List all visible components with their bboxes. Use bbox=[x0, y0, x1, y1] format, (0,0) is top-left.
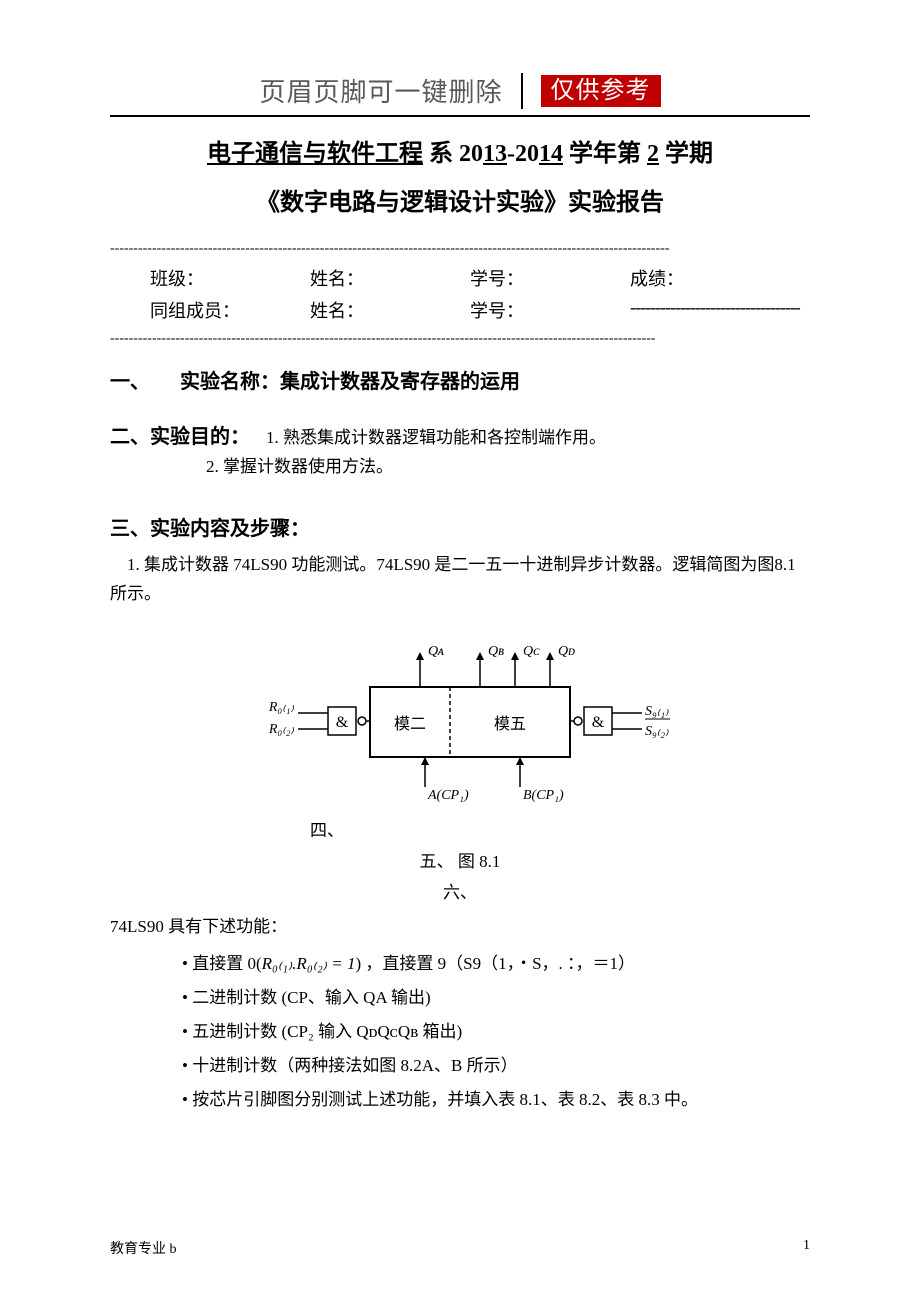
bullets: • 直接置 0(R₀₍₁₎.R₀₍₂₎ = 1) ，直接置 9（S9（1，・S，… bbox=[182, 947, 810, 1117]
qb: Qʙ bbox=[488, 644, 504, 659]
info-row-2: 同组成员： 姓名： 学号： --------------------------… bbox=[150, 297, 810, 323]
figure-8-1: 模二 模五 Qᴀ Qʙ Qᴄ Qᴅ A(CP₁) B(CP₁) & bbox=[110, 637, 810, 812]
exp-goal-block: 二、实验目的： 1. 熟悉集成计数器逻辑功能和各控制端作用。 2. 掌握计数器使… bbox=[110, 420, 810, 482]
s92: S₉₍₂₎ bbox=[645, 724, 669, 739]
t-c: 学期 bbox=[659, 141, 713, 167]
bullet-3: • 五进制计数 (CP₂ 输入 QᴅQᴄQʙ 箱出) bbox=[182, 1015, 810, 1049]
figure-svg: 模二 模五 Qᴀ Qʙ Qᴄ Qᴅ A(CP₁) B(CP₁) & bbox=[250, 637, 670, 807]
fig-row-4: 四、 bbox=[310, 816, 810, 841]
year-b: 14 bbox=[539, 141, 563, 167]
dash-line-1: ----------------------------------------… bbox=[110, 241, 810, 257]
id-label-1: 学号： bbox=[470, 265, 570, 291]
b1-post: ) ，直接置 9（S9（1，・S，. ：，＝1） bbox=[355, 954, 635, 973]
mod5: 模五 bbox=[494, 715, 526, 733]
bullet-1: • 直接置 0(R₀₍₁₎.R₀₍₂₎ = 1) ，直接置 9（S9（1，・S，… bbox=[182, 947, 810, 981]
title-line-1: 电子通信与软件工程 系 2013-2014 学年第 2 学期 bbox=[110, 133, 810, 168]
header-underline bbox=[110, 115, 810, 117]
exp-name-heading: 一、 实验名称：集成计数器及寄存器的运用 bbox=[110, 365, 810, 394]
page: 页眉页脚可一键删除 仅供参考 电子通信与软件工程 系 2013-2014 学年第… bbox=[0, 0, 920, 1302]
reference-badge: 仅供参考 bbox=[541, 75, 661, 107]
dept-name: 电子通信与软件工程 bbox=[207, 141, 423, 167]
mod2: 模二 bbox=[394, 715, 426, 733]
t-dash: -20 bbox=[507, 141, 539, 167]
team-label: 同组成员： bbox=[150, 297, 250, 323]
bullet-4: • 十进制计数（两种接法如图 8.2A、B 所示） bbox=[182, 1049, 810, 1083]
bullet-2: • 二进制计数 (CP、输入 QA 输出) bbox=[182, 981, 810, 1015]
sem: 2 bbox=[647, 141, 659, 167]
footer-right: 1 bbox=[803, 1238, 810, 1258]
page-footer: 教育专业 b 1 bbox=[110, 1238, 810, 1258]
qa: Qᴀ bbox=[428, 644, 444, 659]
acp: A(CP₁) bbox=[427, 788, 469, 803]
content-p1: 1. 集成计数器 74LS90 功能测试。74LS90 是二一五一十进制异步计数… bbox=[110, 551, 810, 609]
qd: Qᴅ bbox=[558, 644, 575, 659]
r02: R₀₍₂₎ bbox=[268, 722, 295, 737]
name-label-1: 姓名： bbox=[310, 265, 410, 291]
goal-2: 2. 掌握计数器使用方法。 bbox=[206, 453, 810, 482]
content-heading: 三、实验内容及步骤： bbox=[110, 512, 810, 541]
score-label: 成绩： bbox=[630, 265, 730, 291]
footer-left: 教育专业 b bbox=[110, 1238, 177, 1258]
b1-pre: • 直接置 0( bbox=[182, 954, 262, 973]
bubble-r bbox=[574, 717, 582, 725]
bullet-5: • 按芯片引脚图分别测试上述功能，并填入表 8.1、表 8.2、表 8.3 中。 bbox=[182, 1083, 810, 1117]
qc: Qᴄ bbox=[523, 644, 540, 659]
goal-1: 1. 熟悉集成计数器逻辑功能和各控制端作用。 bbox=[266, 428, 606, 447]
bcp: B(CP₁) bbox=[523, 788, 564, 803]
id-label-2: 学号： bbox=[470, 297, 570, 323]
header-text: 页眉页脚可一键删除 bbox=[259, 72, 502, 109]
s91: S₉₍₁₎ bbox=[645, 704, 669, 719]
class-label: 班级： bbox=[150, 265, 250, 291]
page-header: 页眉页脚可一键删除 仅供参考 bbox=[110, 72, 810, 109]
name-label-2: 姓名： bbox=[310, 297, 410, 323]
fig-row-6: 六、 bbox=[110, 878, 810, 903]
r01: R₀₍₁₎ bbox=[268, 700, 295, 715]
fig-row-5: 五、 图 8.1 bbox=[110, 847, 810, 872]
func-intro: 74LS90 具有下述功能： bbox=[110, 913, 810, 942]
bubble-l bbox=[358, 717, 366, 725]
info-row-1: 班级： 姓名： 学号： 成绩： bbox=[150, 265, 810, 291]
b1-math: R₀₍₁₎.R₀₍₂₎ = 1 bbox=[262, 954, 356, 973]
exp-goal-heading: 二、实验目的： bbox=[110, 426, 250, 448]
amp-l: & bbox=[336, 714, 349, 731]
title-line-2: 《数字电路与逻辑设计实验》实验报告 bbox=[110, 182, 810, 217]
dash-line-2: ----------------------------------------… bbox=[110, 331, 656, 347]
t-b: 学年第 bbox=[563, 141, 647, 167]
year-a: 13 bbox=[483, 141, 507, 167]
t-a: 系 20 bbox=[423, 141, 483, 167]
header-divider bbox=[521, 73, 523, 109]
amp-r: & bbox=[592, 714, 605, 731]
